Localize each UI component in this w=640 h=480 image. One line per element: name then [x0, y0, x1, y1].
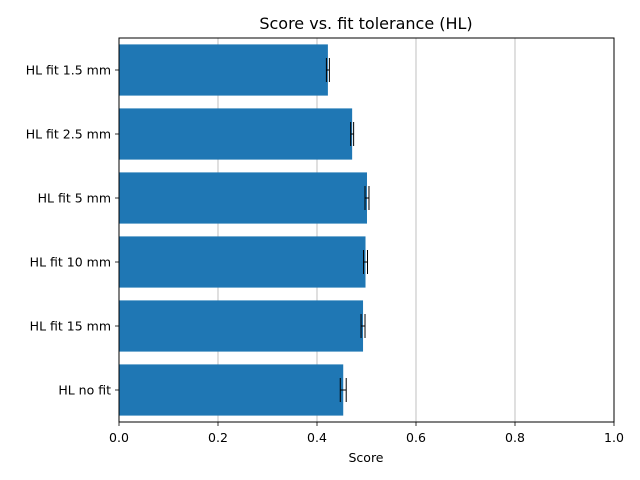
- error-bar: [325, 58, 330, 82]
- bar: [119, 236, 366, 288]
- y-tick-label: HL fit 15 mm: [30, 319, 111, 334]
- bar: [119, 172, 367, 224]
- grid-lines: [217, 38, 516, 422]
- x-axis-label: Score: [348, 450, 383, 465]
- x-tick-label: 0.2: [208, 430, 228, 445]
- bar: [119, 108, 353, 160]
- y-tick-label: HL fit 5 mm: [38, 191, 111, 206]
- error-bar: [360, 314, 366, 338]
- error-bar: [339, 378, 347, 402]
- y-tick-label: HL fit 10 mm: [30, 255, 111, 270]
- bar: [119, 44, 328, 96]
- y-tick-label: HL no fit: [58, 383, 111, 398]
- x-tick-label: 0.0: [109, 430, 129, 445]
- plot-frame: [118, 37, 615, 423]
- error-bar: [364, 186, 370, 210]
- bar: [119, 364, 344, 416]
- chart-title: Score vs. fit tolerance (HL): [259, 14, 472, 33]
- x-tick-label: 0.8: [505, 430, 525, 445]
- x-axis-ticks: 0.0 0.2 0.4 0.6 0.8 1.0: [109, 422, 624, 445]
- y-axis-ticks: HL fit 1.5 mm HL fit 2.5 mm HL fit 5 mm HL …: [26, 63, 119, 398]
- error-bar: [350, 122, 355, 146]
- y-tick-label: HL fit 2.5 mm: [26, 127, 111, 142]
- error-bars: [325, 58, 370, 402]
- x-tick-label: 1.0: [604, 430, 624, 445]
- bars: [119, 44, 367, 416]
- error-bar: [363, 250, 368, 274]
- bar: [119, 300, 364, 352]
- y-tick-label: HL fit 1.5 mm: [26, 63, 111, 78]
- x-tick-label: 0.6: [406, 430, 426, 445]
- x-tick-label: 0.4: [307, 430, 327, 445]
